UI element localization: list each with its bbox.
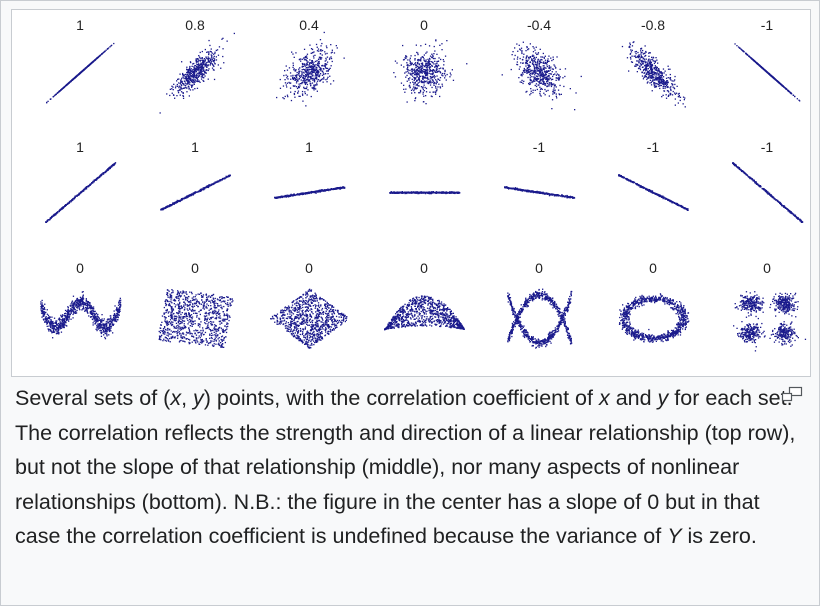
scatter-cell-r1-c5	[618, 174, 689, 211]
scatter-cell-r2-c3	[384, 295, 465, 331]
scatter-cell-r0-c4	[501, 41, 582, 111]
scatter-cell-r1-c2	[274, 186, 346, 199]
scatter-cell-r0-c1	[159, 32, 235, 114]
coefficient-label-r0-c3: 0	[420, 17, 428, 33]
coefficient-label-r1-c5: -1	[647, 139, 660, 155]
coefficient-label-r2-c0: 0	[76, 260, 84, 276]
coefficient-label-r0-c0: 1	[76, 17, 84, 33]
coefficient-label-r0-c2: 0.4	[299, 17, 319, 33]
coefficient-label-r0-c6: -1	[761, 17, 774, 33]
coefficient-label-r1-c4: -1	[533, 139, 546, 155]
caption-text-1: Several sets of (	[15, 386, 171, 410]
caption-var-x: x	[598, 386, 610, 410]
scatter-cell-r0-c3	[393, 39, 468, 105]
coefficient-label-r2-c2: 0	[305, 260, 313, 276]
coefficient-label-r0-c4: -0.4	[527, 17, 551, 33]
caption-and: and	[609, 386, 658, 410]
caption-text-3: for each set. The correlation reflects t…	[15, 386, 796, 548]
caption-var-y: y	[657, 386, 669, 410]
coefficient-label-r0-c5: -0.8	[641, 17, 665, 33]
scatter-cell-r2-c1	[158, 289, 234, 348]
caption-text-2: ) points, with the correlation coefficie…	[203, 386, 599, 410]
coefficient-label-r1-c0: 1	[76, 139, 84, 155]
scatter-cell-r1-c4	[504, 186, 576, 199]
scatter-cell-r0-c6	[734, 43, 801, 102]
scatter-cell-r1-c0	[45, 162, 117, 223]
scatter-cell-r0-c2	[276, 31, 345, 107]
coefficient-label-r2-c6: 0	[763, 260, 771, 276]
scatter-cell-r2-c4	[507, 288, 573, 349]
caption-text-4: is zero.	[681, 524, 757, 548]
scatter-cell-r2-c0	[40, 291, 122, 340]
scatter-cell-r1-c6	[732, 162, 804, 223]
caption-var-y: y	[193, 386, 204, 410]
coefficient-label-r0-c1: 0.8	[185, 17, 205, 33]
correlation-figure[interactable]: 1 0.8 0.4 0 -0.4 -0.8 -1 1 1 1 -1 -1 -1 0 0 0 0 0 0 0	[11, 9, 811, 377]
coefficient-label-r2-c5: 0	[649, 260, 657, 276]
coefficient-label-r2-c1: 0	[191, 260, 199, 276]
coefficient-label-r2-c4: 0	[535, 260, 543, 276]
scatter-cell-r2-c2	[270, 288, 348, 349]
caption-var-Y: Y	[667, 524, 682, 548]
scatter-grid: 1 0.8 0.4 0 -0.4 -0.8 -1 1 1 1 -1 -1 -1 0 0 0 0 0 0 0	[40, 17, 807, 352]
scatter-cell-r0-c0	[46, 42, 115, 104]
scatter-cell-r2-c5	[618, 293, 690, 343]
scatter-cell-r2-c6	[733, 291, 807, 352]
caption-comma: ,	[181, 386, 194, 410]
coefficient-label-r1-c6: -1	[761, 139, 774, 155]
scatter-cell-r1-c3	[389, 191, 461, 195]
coefficient-label-r1-c1: 1	[191, 139, 199, 155]
enlarge-icon[interactable]	[781, 386, 803, 404]
caption-var-x: x	[170, 386, 182, 410]
coefficient-label-r2-c3: 0	[420, 260, 428, 276]
figure-caption: Several sets of (x, y) points, with the …	[15, 381, 805, 554]
scatter-cell-r1-c1	[160, 174, 231, 211]
scatter-cell-r0-c5	[621, 41, 686, 108]
coefficient-label-r1-c2: 1	[305, 139, 313, 155]
